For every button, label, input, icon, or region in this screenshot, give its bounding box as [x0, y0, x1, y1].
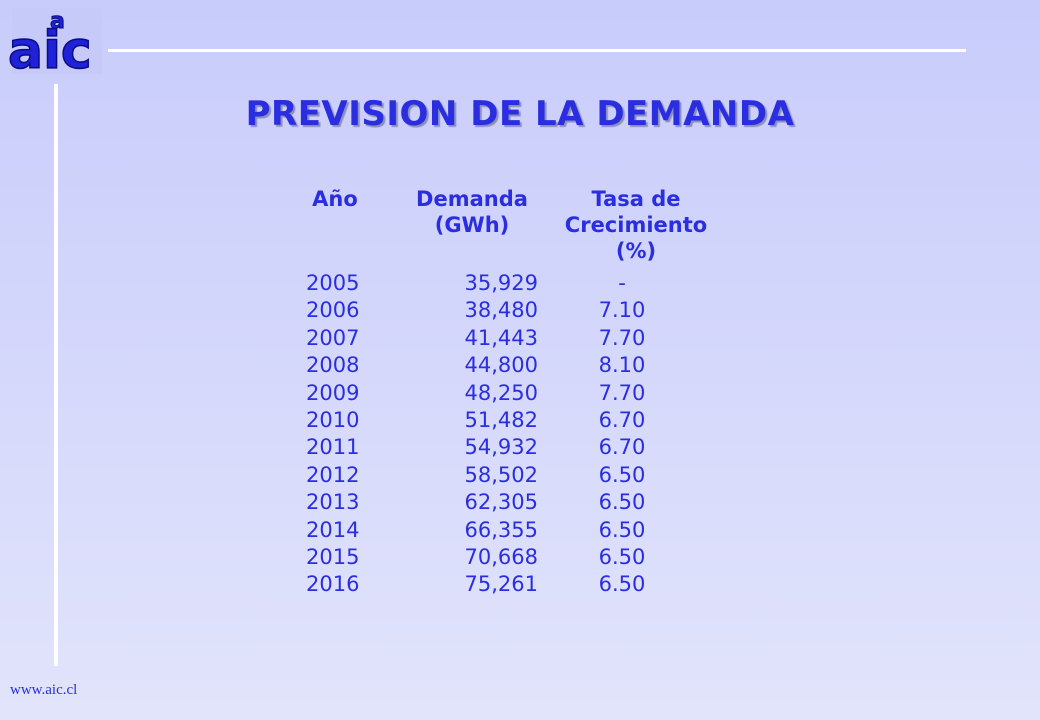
- cell-rate: 6.70: [598, 435, 646, 460]
- header-divider: [108, 49, 966, 52]
- logo-superscript-a: a: [50, 9, 65, 34]
- cell-year: 2009: [306, 380, 360, 405]
- aic-logo-icon: aic a: [7, 8, 102, 82]
- table-row: 2015 70,668 6.50: [290, 544, 740, 571]
- cell-rate: 8.10: [598, 353, 646, 378]
- cell-rate: 7.70: [598, 325, 646, 350]
- cell-year: 2012: [306, 462, 360, 487]
- table-row: 2006 38,480 7.10: [290, 297, 740, 324]
- cell-rate: 7.10: [598, 298, 646, 323]
- cell-rate: 6.50: [598, 572, 646, 597]
- cell-year: 2006: [306, 298, 360, 323]
- cell-year: 2013: [306, 490, 360, 515]
- cell-year: 2007: [306, 325, 360, 350]
- table-row: 2007 41,443 7.70: [290, 325, 740, 352]
- page-title: PREVISION DE LA DEMANDA: [245, 94, 795, 134]
- cell-demand: 75,261: [464, 572, 538, 597]
- header-growth-rate: Tasa de Crecimiento (%): [564, 187, 708, 263]
- cell-rate: 6.50: [598, 462, 646, 487]
- footer-url: www.aic.cl: [10, 682, 78, 698]
- table-row: 2008 44,800 8.10: [290, 352, 740, 379]
- table-row: 2011 54,932 6.70: [290, 434, 740, 461]
- cell-year: 2014: [306, 517, 360, 542]
- table-row: 2010 51,482 6.70: [290, 407, 740, 434]
- table-header: Año Demanda (GWh) Tasa de Crecimiento (%…: [290, 186, 740, 270]
- cell-demand: 41,443: [464, 325, 538, 350]
- header-year: Año: [312, 187, 358, 211]
- table-body: 2005 35,929-2006 38,480 7.10 2007 41,443 7.70 2…: [290, 270, 740, 599]
- demand-table: Año Demanda (GWh) Tasa de Crecimiento (%…: [290, 186, 740, 599]
- cell-year: 2011: [306, 435, 360, 460]
- cell-demand: 48,250: [464, 380, 538, 405]
- cell-demand: 51,482: [464, 407, 538, 432]
- table-row: 2016 75,261 6.50: [290, 571, 740, 598]
- cell-demand: 58,502: [464, 462, 538, 487]
- cell-demand: 38,480: [464, 298, 538, 323]
- cell-demand: 44,800: [464, 353, 538, 378]
- cell-demand: 35,929: [464, 271, 538, 295]
- table-row: 2009 48,250 7.70: [290, 380, 740, 407]
- cell-year: 2015: [306, 544, 360, 569]
- cell-rate: 6.50: [598, 544, 646, 569]
- header-demand: Demanda (GWh): [416, 187, 528, 237]
- cell-rate: 6.50: [598, 490, 646, 515]
- table-row: 2014 66,355 6.50: [290, 517, 740, 544]
- cell-demand: 66,355: [464, 517, 538, 542]
- cell-year: 2016: [306, 572, 360, 597]
- cell-rate: 6.50: [598, 517, 646, 542]
- cell-year: 2005: [306, 271, 360, 295]
- cell-year: 2008: [306, 353, 360, 378]
- cell-year: 2010: [306, 407, 360, 432]
- cell-demand: 62,305: [464, 490, 538, 515]
- table-row: 2012 58,502 6.50: [290, 462, 740, 489]
- cell-rate: 7.70: [598, 380, 646, 405]
- aic-logo: aic a: [7, 6, 104, 82]
- cell-rate: -: [618, 271, 626, 295]
- table-row: 2013 62,305 6.50: [290, 489, 740, 516]
- cell-rate: 6.70: [598, 407, 646, 432]
- logo-text: aic: [8, 21, 92, 76]
- cell-demand: 70,668: [464, 544, 538, 569]
- table-row: 2005 35,929 -: [290, 270, 740, 297]
- left-divider: [54, 84, 58, 666]
- cell-demand: 54,932: [464, 435, 538, 460]
